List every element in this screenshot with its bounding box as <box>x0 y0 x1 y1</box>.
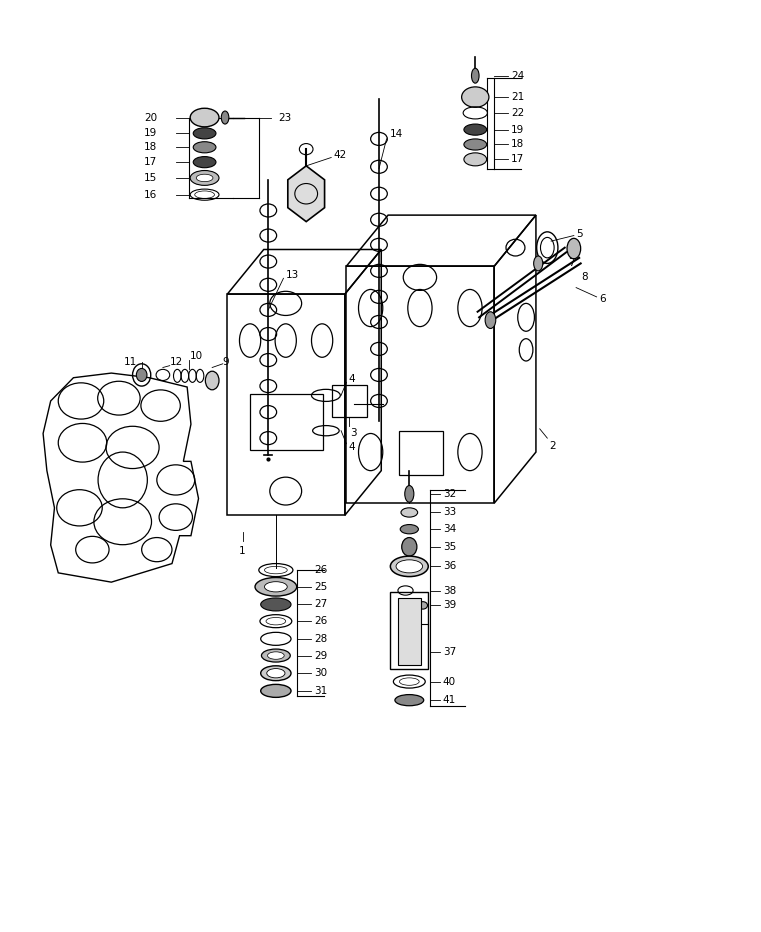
Text: 20: 20 <box>144 113 157 122</box>
Ellipse shape <box>401 508 418 517</box>
Text: 26: 26 <box>314 616 327 626</box>
Text: 42: 42 <box>333 150 347 159</box>
Text: 35: 35 <box>443 541 456 552</box>
Text: 18: 18 <box>144 143 158 152</box>
Text: 21: 21 <box>511 92 524 103</box>
Ellipse shape <box>261 598 291 611</box>
Ellipse shape <box>464 124 486 135</box>
Text: 6: 6 <box>599 294 606 304</box>
Text: 30: 30 <box>314 668 327 678</box>
Text: 29: 29 <box>314 651 327 661</box>
Ellipse shape <box>396 560 422 573</box>
Text: 1: 1 <box>239 545 245 555</box>
Ellipse shape <box>221 111 229 124</box>
Ellipse shape <box>485 311 495 328</box>
Ellipse shape <box>265 582 287 592</box>
Bar <box>400 431 443 475</box>
Text: 28: 28 <box>314 634 327 644</box>
Ellipse shape <box>196 174 213 182</box>
Bar <box>398 598 421 665</box>
Text: 16: 16 <box>144 190 158 199</box>
Ellipse shape <box>136 368 147 381</box>
Text: 34: 34 <box>443 524 456 534</box>
Ellipse shape <box>402 538 417 556</box>
Ellipse shape <box>390 556 428 577</box>
Text: 26: 26 <box>314 565 327 575</box>
Text: 5: 5 <box>576 228 583 239</box>
Ellipse shape <box>533 256 543 271</box>
Ellipse shape <box>193 128 216 139</box>
Ellipse shape <box>262 649 290 662</box>
Text: 32: 32 <box>443 489 456 499</box>
Text: 11: 11 <box>124 357 138 367</box>
Text: 25: 25 <box>314 582 327 592</box>
Ellipse shape <box>205 371 219 390</box>
Ellipse shape <box>400 525 419 534</box>
Bar <box>346 267 494 503</box>
Polygon shape <box>288 166 325 222</box>
Ellipse shape <box>261 665 291 680</box>
Text: 7: 7 <box>568 258 575 268</box>
Text: 19: 19 <box>511 125 524 134</box>
Text: 24: 24 <box>511 71 524 81</box>
Text: 4: 4 <box>349 443 355 452</box>
Text: 9: 9 <box>223 357 229 367</box>
Bar <box>250 394 323 450</box>
Ellipse shape <box>193 142 216 153</box>
Ellipse shape <box>267 668 285 678</box>
Text: 4: 4 <box>349 374 355 384</box>
Ellipse shape <box>395 694 424 706</box>
Text: 10: 10 <box>189 351 202 362</box>
Text: 3: 3 <box>350 429 357 438</box>
Text: 38: 38 <box>443 585 456 596</box>
Ellipse shape <box>190 108 219 127</box>
Ellipse shape <box>464 153 486 166</box>
Ellipse shape <box>472 68 479 83</box>
Ellipse shape <box>419 602 428 610</box>
Bar <box>228 295 345 515</box>
Bar <box>332 385 367 417</box>
Text: 23: 23 <box>278 113 291 122</box>
Ellipse shape <box>268 651 284 659</box>
Text: 39: 39 <box>443 600 456 610</box>
Ellipse shape <box>405 486 414 502</box>
Ellipse shape <box>462 87 489 107</box>
Text: 27: 27 <box>314 599 327 610</box>
Text: 31: 31 <box>314 686 327 696</box>
Ellipse shape <box>261 684 291 697</box>
Text: 17: 17 <box>511 155 524 164</box>
Ellipse shape <box>190 171 219 185</box>
Text: 15: 15 <box>144 173 158 183</box>
Text: 8: 8 <box>581 272 588 282</box>
Text: 36: 36 <box>443 561 456 571</box>
Text: 13: 13 <box>285 269 299 280</box>
Text: 37: 37 <box>443 647 456 657</box>
Text: 33: 33 <box>443 507 456 517</box>
Text: 18: 18 <box>511 140 524 149</box>
Text: 17: 17 <box>144 158 158 167</box>
Text: 40: 40 <box>443 677 456 687</box>
Text: 22: 22 <box>511 108 524 117</box>
Text: 14: 14 <box>390 130 403 139</box>
Ellipse shape <box>255 578 297 596</box>
Ellipse shape <box>193 157 216 168</box>
Text: 19: 19 <box>144 129 158 138</box>
Text: 12: 12 <box>170 357 183 367</box>
Ellipse shape <box>464 139 486 150</box>
Ellipse shape <box>567 239 581 259</box>
Text: 41: 41 <box>443 695 456 706</box>
Bar <box>390 593 428 668</box>
Text: 2: 2 <box>549 441 556 450</box>
